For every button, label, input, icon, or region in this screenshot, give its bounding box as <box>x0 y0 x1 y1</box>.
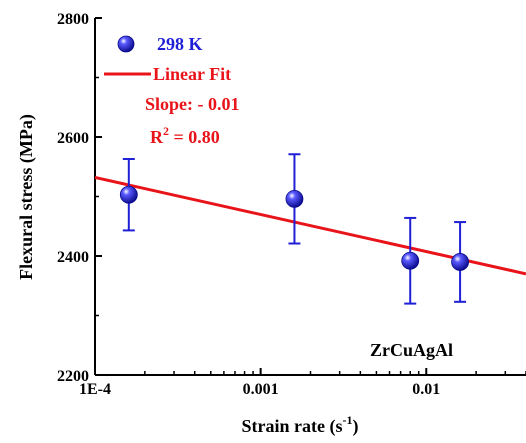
data-point-0 <box>119 185 138 204</box>
y-tick-label-2200: 2200 <box>57 368 89 385</box>
x-axis-title: Strain rate (s-1) <box>242 413 359 437</box>
y-tick-label-2600: 2600 <box>57 130 89 147</box>
r-squared-prefix: R <box>150 127 164 147</box>
r-squared-sup: 2 <box>163 124 169 138</box>
x-tick-label-2: 0.01 <box>412 381 440 398</box>
y-axis-title: Flexural stress (MPa) <box>16 114 37 280</box>
data-point-3 <box>451 253 469 271</box>
data-point-1 <box>285 189 304 208</box>
legend-label-298k: 298 K <box>157 34 203 54</box>
plot-layer: 2200 2400 2600 2800 1E-4 0.001 0.01 <box>57 11 526 398</box>
x-axis-title-close: ) <box>352 416 358 437</box>
legend: 298 K Linear Fit Slope: - 0.01 R2 = 0.80 <box>145 34 240 147</box>
x-tick-label-1: 0.001 <box>243 381 279 398</box>
y-tick-label-2800: 2800 <box>57 11 89 28</box>
r-squared-annotation: R2 = 0.80 <box>150 124 220 147</box>
x-tick-label-0: 1E-4 <box>79 381 111 398</box>
sample-annotation: ZrCuAgAl <box>370 340 453 360</box>
legend-marker-298k <box>117 35 135 53</box>
y-tick-label-2400: 2400 <box>57 249 89 266</box>
slope-annotation: Slope: - 0.01 <box>145 94 240 114</box>
x-axis-title-sup: -1 <box>342 413 352 427</box>
r-squared-suffix: = 0.80 <box>169 127 220 147</box>
x-axis-title-main: Strain rate (s <box>242 416 343 437</box>
legend-label-linear-fit: Linear Fit <box>153 64 231 84</box>
data-point-2 <box>401 251 420 270</box>
